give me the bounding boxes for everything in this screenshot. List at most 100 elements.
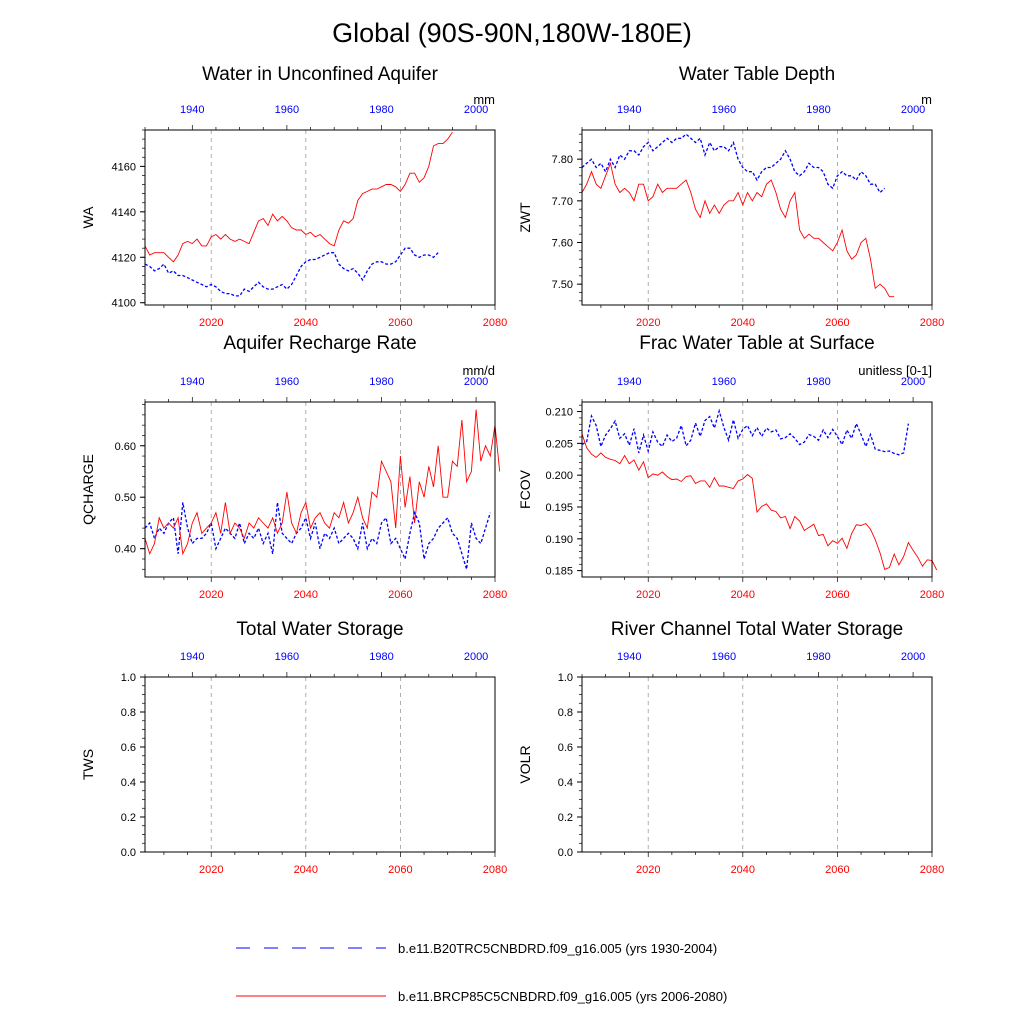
y-tick-label: 0.8 xyxy=(121,707,136,719)
y-axis-label: QCHARGE xyxy=(80,454,96,525)
x-bottom-tick-label: 2020 xyxy=(636,317,660,329)
y-tick-label: 7.80 xyxy=(552,154,573,166)
y-tick-label: 4100 xyxy=(112,298,136,310)
panel-units: m xyxy=(921,92,932,107)
y-axis-label: ZWT xyxy=(517,202,533,233)
series-historical xyxy=(144,502,491,570)
y-tick-label: 1.0 xyxy=(121,672,136,684)
y-tick-label: 0.60 xyxy=(115,441,136,453)
series-future xyxy=(581,161,895,298)
panel-wa: Water in Unconfined Aquifer mm 4100 4120 414… xyxy=(80,64,507,329)
x-top-tick-label: 1940 xyxy=(180,376,204,388)
y-tick-label: 0.2 xyxy=(558,812,573,824)
x-bottom-tick-label: 2040 xyxy=(731,864,755,876)
y-axis-label: TWS xyxy=(80,749,96,780)
y-tick-label: 1.0 xyxy=(558,672,573,684)
x-top-tick-label: 1980 xyxy=(369,651,393,663)
x-top-tick-label: 2000 xyxy=(901,651,925,663)
y-tick-label: 0.195 xyxy=(545,502,573,514)
x-bottom-tick-label: 2060 xyxy=(825,589,849,601)
panel-grid: Water in Unconfined Aquifer mm 4100 4120 414… xyxy=(80,64,944,876)
y-tick-label: 4160 xyxy=(112,161,136,173)
x-top-tick-label: 2000 xyxy=(901,104,925,116)
x-bottom-tick-label: 2040 xyxy=(294,589,318,601)
panel-units: mm/d xyxy=(463,363,496,378)
y-tick-label: 0.0 xyxy=(121,847,136,859)
y-tick-label: 0.2 xyxy=(121,812,136,824)
panel-tws: Total Water Storage 0.0 0.2 0.4 0.6 0.8 1.0 TWS… xyxy=(80,619,507,876)
panel-units: mm xyxy=(473,92,495,107)
x-top-tick-label: 1980 xyxy=(369,104,393,116)
x-bottom-tick-label: 2080 xyxy=(483,317,507,329)
panel-qcharge: Aquifer Recharge Rate mm/d 0.40 0.50 0.60 QCH… xyxy=(80,333,507,601)
y-tick-label: 4120 xyxy=(112,252,136,264)
x-bottom-tick-label: 2040 xyxy=(731,589,755,601)
series-future xyxy=(144,132,453,263)
plot-frame xyxy=(144,129,496,306)
x-top-tick-label: 1960 xyxy=(275,651,299,663)
x-top-tick-label: 2000 xyxy=(464,376,488,388)
plot-frame xyxy=(581,401,933,578)
y-axis-label: FCOV xyxy=(517,469,533,509)
y-tick-label: 0.4 xyxy=(121,777,136,789)
legend: b.e11.B20TRC5CNBDRD.f09_g16.005 (yrs 193… xyxy=(236,941,727,1004)
x-bottom-tick-label: 2040 xyxy=(731,317,755,329)
legend-label-future: b.e11.BRCP85C5CNBDRD.f09_g16.005 (yrs 20… xyxy=(398,989,727,1004)
legend-label-historical: b.e11.B20TRC5CNBDRD.f09_g16.005 (yrs 193… xyxy=(398,941,717,956)
x-bottom-tick-label: 2020 xyxy=(636,864,660,876)
x-bottom-tick-label: 2040 xyxy=(294,864,318,876)
x-bottom-tick-label: 2020 xyxy=(199,317,223,329)
x-bottom-tick-label: 2060 xyxy=(388,317,412,329)
y-tick-label: 0.190 xyxy=(545,534,573,546)
series-historical xyxy=(581,133,886,194)
x-bottom-tick-label: 2040 xyxy=(294,317,318,329)
y-tick-label: 0.50 xyxy=(115,492,136,504)
x-top-tick-label: 2000 xyxy=(464,651,488,663)
plot-frame xyxy=(581,676,933,853)
y-tick-label: 0.6 xyxy=(558,742,573,754)
x-bottom-tick-label: 2080 xyxy=(483,864,507,876)
x-bottom-tick-label: 2080 xyxy=(920,317,944,329)
series-historical xyxy=(144,247,439,297)
y-axis-label: WA xyxy=(80,206,96,229)
x-top-tick-label: 1980 xyxy=(369,376,393,388)
x-bottom-tick-label: 2060 xyxy=(825,317,849,329)
y-tick-label: 7.60 xyxy=(552,238,573,250)
x-top-tick-label: 2000 xyxy=(464,104,488,116)
x-top-tick-label: 1940 xyxy=(180,104,204,116)
x-top-tick-label: 1960 xyxy=(712,104,736,116)
y-tick-label: 7.50 xyxy=(552,279,573,291)
x-bottom-tick-label: 2020 xyxy=(199,589,223,601)
plot-frame xyxy=(144,401,496,578)
panel-title: Total Water Storage xyxy=(236,619,403,640)
x-top-tick-label: 1960 xyxy=(275,376,299,388)
panel-title: River Channel Total Water Storage xyxy=(611,619,904,640)
x-top-tick-label: 1980 xyxy=(806,651,830,663)
series-historical xyxy=(581,408,910,456)
x-top-tick-label: 1980 xyxy=(806,104,830,116)
figure-title: Global (90S-90N,180W-180E) xyxy=(332,18,692,48)
plot-frame xyxy=(581,129,933,306)
panel-title: Frac Water Table at Surface xyxy=(639,333,875,354)
y-tick-label: 0.40 xyxy=(115,544,136,556)
x-bottom-tick-label: 2020 xyxy=(636,589,660,601)
y-axis-label: VOLR xyxy=(517,745,533,783)
x-bottom-tick-label: 2080 xyxy=(920,589,944,601)
panel-volr: River Channel Total Water Storage 0.0 0.2 0… xyxy=(517,619,944,876)
x-bottom-tick-label: 2020 xyxy=(199,864,223,876)
x-top-tick-label: 1960 xyxy=(712,651,736,663)
x-top-tick-label: 1940 xyxy=(617,651,641,663)
panel-zwt: Water Table Depth m 7.50 7.60 7.70 7.80 ZWT 202… xyxy=(517,64,944,329)
y-tick-label: 0.200 xyxy=(545,470,573,482)
y-tick-label: 0.185 xyxy=(545,566,573,578)
x-bottom-tick-label: 2080 xyxy=(483,589,507,601)
x-top-tick-label: 1960 xyxy=(712,376,736,388)
plot-frame xyxy=(144,676,496,853)
panel-title: Aquifer Recharge Rate xyxy=(223,333,416,354)
x-top-tick-label: 1960 xyxy=(275,104,299,116)
x-top-tick-label: 2000 xyxy=(901,376,925,388)
x-top-tick-label: 1980 xyxy=(806,376,830,388)
panel-units: unitless [0-1] xyxy=(858,363,932,378)
series-future xyxy=(581,433,938,571)
